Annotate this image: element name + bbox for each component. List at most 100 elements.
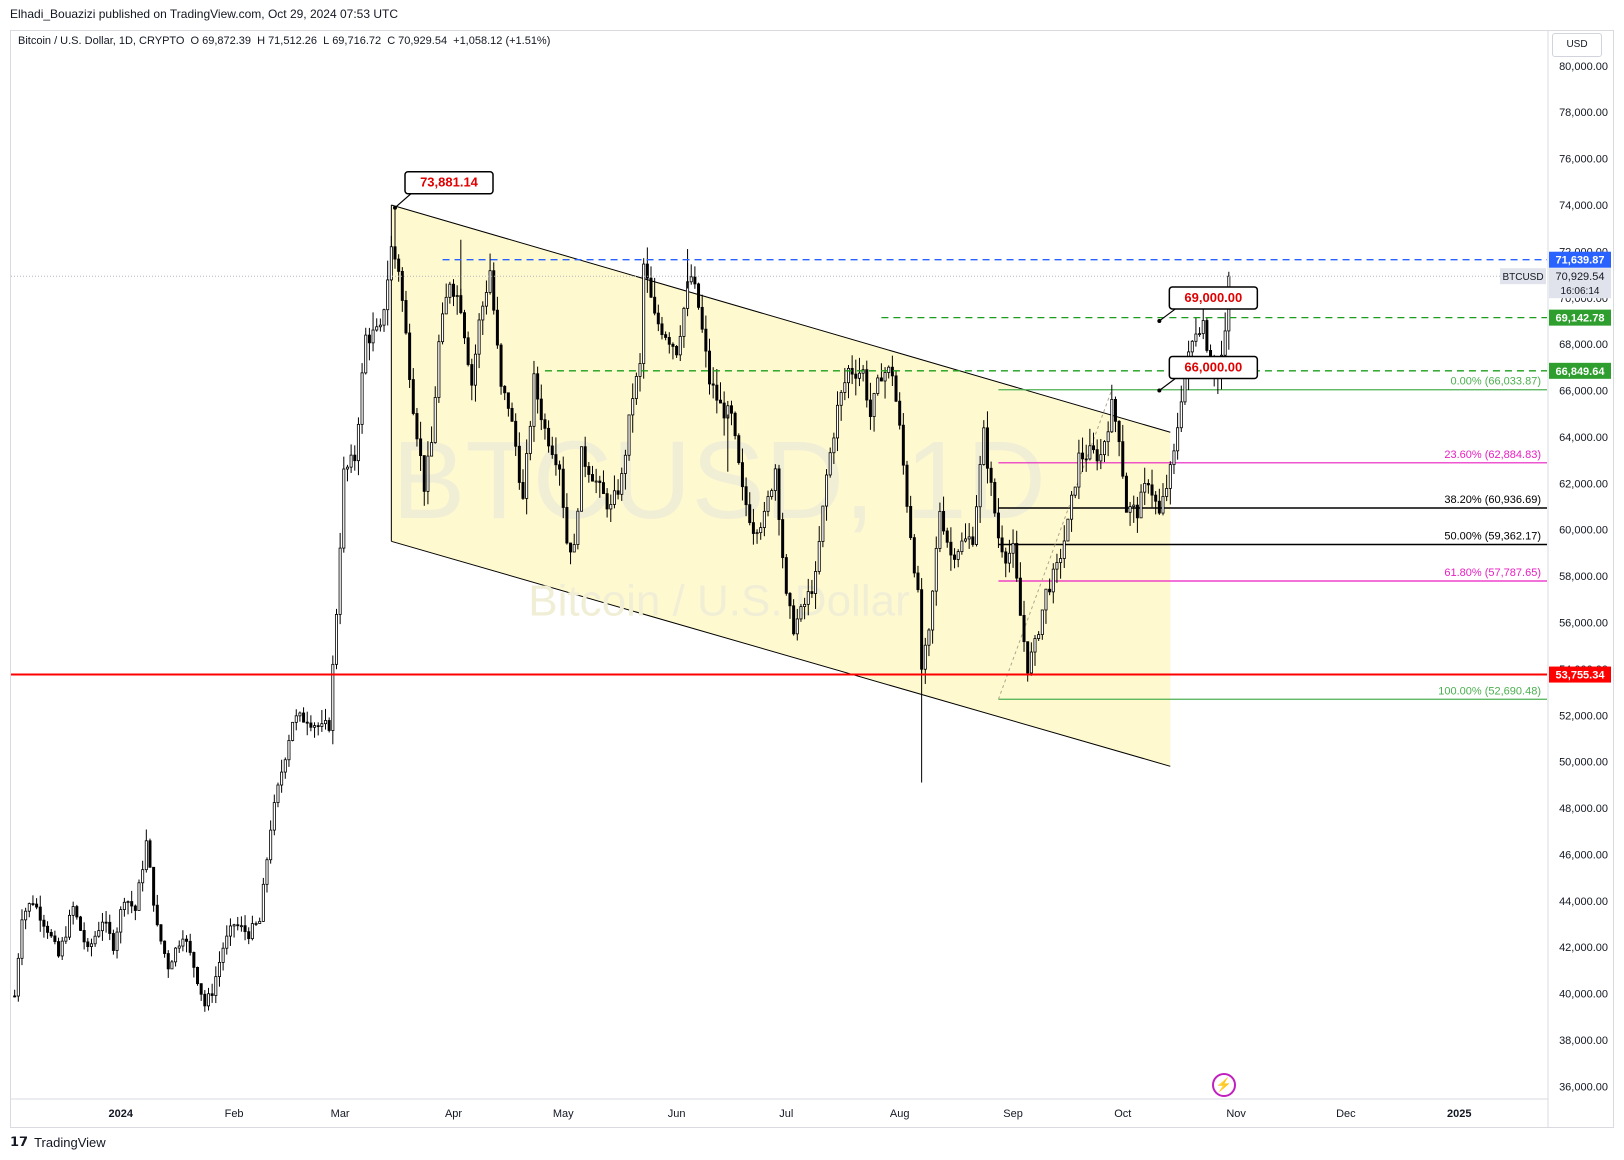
candle-body — [371, 329, 375, 344]
candle — [700, 294, 704, 333]
watermark-ticker: BTCUSD, 1D — [392, 419, 1046, 542]
callout-anchor — [1157, 388, 1162, 393]
level-price-tag — [1549, 666, 1611, 683]
candle-body — [338, 547, 342, 615]
candle — [1055, 553, 1059, 583]
candle-body — [342, 468, 346, 549]
candle-body — [740, 462, 744, 488]
candle-body — [704, 328, 708, 352]
candle — [1081, 437, 1085, 472]
candle — [697, 282, 701, 310]
candle-body — [397, 258, 401, 272]
candle-body — [203, 993, 207, 1007]
candle — [170, 959, 174, 970]
candle — [627, 414, 631, 461]
candle-body — [1135, 504, 1139, 519]
candle — [1015, 530, 1019, 582]
candle — [803, 597, 807, 620]
lightning-icon[interactable]: ⚡ — [1212, 1073, 1236, 1097]
candle — [1198, 327, 1202, 337]
candle-body — [441, 313, 445, 343]
candle — [345, 464, 349, 482]
candle-body — [104, 921, 108, 924]
candle — [93, 931, 97, 947]
candle — [71, 901, 75, 925]
candle — [386, 260, 390, 326]
fib-level-label: 61.80% (57,787.65) — [1444, 567, 1541, 579]
candle — [729, 400, 733, 426]
candle-body — [86, 941, 90, 947]
candle — [612, 475, 616, 509]
candle — [495, 296, 499, 349]
candle — [704, 315, 708, 368]
time-tick-label: Oct — [1114, 1108, 1131, 1120]
candle — [689, 264, 693, 285]
fib-trend-line — [997, 389, 1113, 700]
candle-body — [210, 993, 214, 996]
callout-label: 73,881.14 — [420, 175, 479, 190]
candle-body — [327, 720, 331, 731]
candle-body — [130, 901, 134, 907]
candle-body — [865, 369, 869, 401]
candle-body — [481, 305, 485, 321]
candle — [949, 527, 953, 571]
callout-pointer — [1158, 378, 1176, 392]
candle — [320, 710, 324, 732]
candle-body — [484, 292, 488, 307]
candle-body — [265, 859, 269, 885]
candle — [448, 281, 452, 304]
candle — [100, 912, 104, 941]
candle — [236, 916, 240, 931]
candle-body — [770, 490, 774, 498]
candle-body — [452, 283, 456, 297]
candle — [177, 940, 181, 953]
fib-level-label: 50.00% (59,362.17) — [1444, 531, 1541, 543]
candle — [24, 907, 28, 930]
candle-body — [236, 924, 240, 927]
candle-body — [656, 312, 660, 325]
candle — [784, 554, 788, 596]
candle-body — [221, 947, 225, 963]
candle — [214, 966, 218, 1004]
candle — [133, 904, 137, 921]
candle — [572, 533, 576, 553]
candle — [587, 462, 591, 483]
legend-close: 70,929.54 — [398, 35, 448, 47]
callout-pointer — [1158, 308, 1176, 322]
level-price-tag-label: 66,849.64 — [1556, 366, 1606, 378]
candle-body — [521, 482, 525, 499]
candle-body — [298, 712, 302, 717]
candle-body — [196, 966, 200, 985]
candle — [1161, 483, 1165, 516]
candle-body — [645, 263, 649, 279]
candle-body — [612, 490, 616, 505]
candle — [287, 734, 291, 767]
currency-button[interactable]: USD — [1552, 33, 1602, 57]
candle — [868, 382, 872, 430]
candle — [254, 921, 258, 927]
candle — [547, 420, 551, 453]
candle — [978, 455, 982, 523]
candle-body — [978, 464, 982, 508]
candle — [276, 782, 280, 808]
candle-body — [141, 869, 145, 884]
candle-body — [345, 466, 349, 470]
candle-body — [971, 536, 975, 545]
candle — [708, 338, 712, 395]
candle-body — [269, 829, 273, 861]
candle — [1099, 438, 1103, 470]
candle-body — [419, 438, 423, 456]
candle — [536, 366, 540, 414]
candle — [810, 579, 814, 598]
candle — [770, 488, 774, 500]
candle-body — [594, 480, 598, 483]
candle — [605, 488, 609, 518]
candle — [890, 355, 894, 386]
candle-body — [1033, 638, 1037, 653]
candle — [1121, 424, 1125, 479]
candle — [1154, 491, 1158, 515]
candle-body — [766, 496, 770, 512]
candle — [316, 722, 320, 736]
candle-body — [923, 644, 927, 670]
